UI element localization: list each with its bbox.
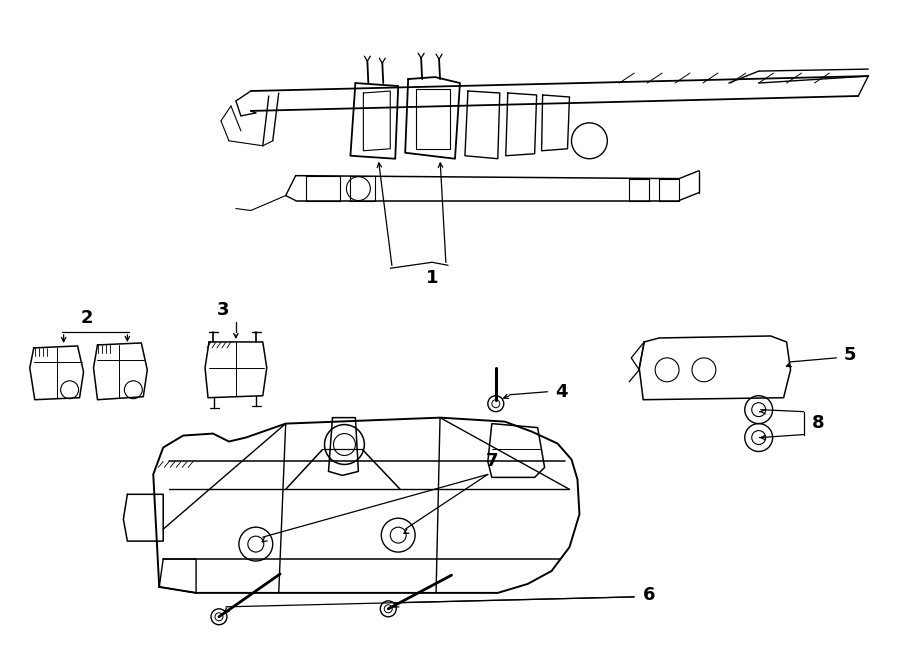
Text: 4: 4 (555, 383, 568, 401)
Text: 8: 8 (812, 414, 824, 432)
Text: 7: 7 (486, 452, 498, 471)
Text: 2: 2 (80, 309, 93, 327)
Text: 3: 3 (217, 301, 230, 319)
Text: 1: 1 (426, 269, 438, 288)
Text: 6: 6 (643, 586, 655, 604)
Text: 5: 5 (844, 346, 857, 364)
